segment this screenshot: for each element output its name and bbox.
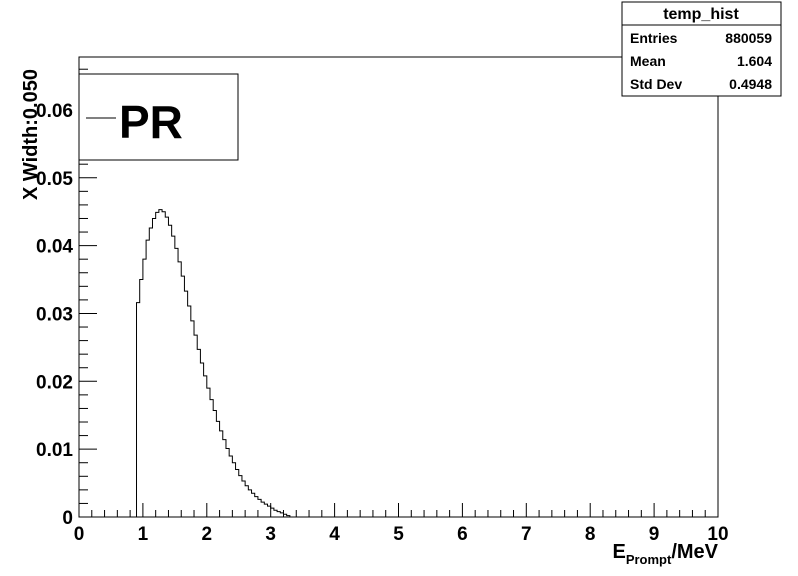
y-tick-labels: 0 0.01 0.02 0.03 0.04 0.05 0.06 [36,101,73,529]
y-tick-label: 0.06 [36,101,73,122]
x-tick-label: 10 [707,524,728,545]
stats-box: temp_hist Entries 880059 Mean 1.604 Std … [621,1,782,97]
stats-mean-label: Mean [630,53,666,69]
x-axis-title: EPrompt/MeV [612,541,718,567]
y-axis-title: X Width:0.050 [20,69,42,200]
x-tick-label: 1 [138,524,149,545]
legend-frame [78,73,239,161]
x-tick-labels: 0 1 2 3 4 5 6 7 8 9 10 [74,524,729,545]
stats-frame [621,1,782,97]
x-axis-title-main: E [612,541,625,563]
y-tick-label: 0.02 [36,372,73,393]
y-tick-label: 0.01 [36,440,73,461]
stats-entries-label: Entries [630,30,678,46]
x-tick-label: 2 [202,524,213,545]
histogram-series-line [136,209,300,518]
x-tick-label: 8 [585,524,596,545]
x-tick-label: 7 [521,524,532,545]
x-tick-label: 9 [649,524,660,545]
x-axis-title-unit: /MeV [671,541,718,563]
stats-entries-value: 880059 [725,30,772,46]
y-tick-label: 0.05 [36,169,73,190]
y-tick-label: 0 [62,508,73,529]
x-axis-title-subscript: Prompt [626,552,672,567]
stats-title: temp_hist [663,6,739,23]
x-tick-label: 4 [329,524,340,545]
stats-mean-value: 1.604 [737,53,772,69]
x-tick-label: 3 [265,524,276,545]
x-tick-label: 6 [457,524,468,545]
x-tick-label: 5 [393,524,404,545]
legend-box: PR [78,73,239,161]
plot-frame [78,56,719,518]
legend-entry-label: PR [119,96,183,148]
stats-stddev-label: Std Dev [630,76,682,92]
x-tick-label: 0 [74,524,85,545]
y-tick-label: 0.03 [36,304,73,325]
stats-stddev-value: 0.4948 [729,76,772,92]
y-tick-label: 0.04 [36,237,73,258]
